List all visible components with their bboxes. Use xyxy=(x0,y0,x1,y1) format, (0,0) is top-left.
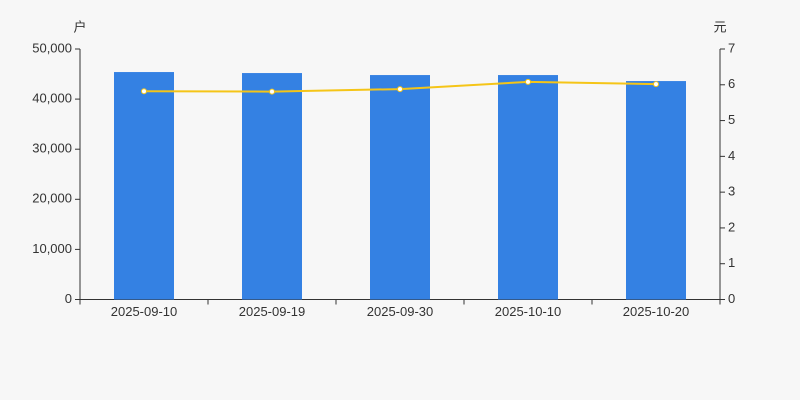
y-tick-label: 50,000 xyxy=(32,40,72,55)
bar xyxy=(370,75,430,300)
y2-tick-label: 0 xyxy=(728,291,735,306)
bar xyxy=(242,73,302,300)
y-tick-label: 20,000 xyxy=(32,191,72,206)
line-point xyxy=(269,88,275,95)
y2-tick-label: 5 xyxy=(728,112,735,127)
y2-tick-label: 7 xyxy=(728,40,735,55)
y2-tick-label: 4 xyxy=(728,148,735,163)
line-point xyxy=(141,88,147,95)
y-axis-label: 户 xyxy=(73,19,86,34)
line-point xyxy=(525,78,531,85)
y-tick-label: 30,000 xyxy=(32,141,72,156)
y2-axis-label: 元 xyxy=(713,19,726,34)
x-tick-label: 2025-09-19 xyxy=(239,304,306,319)
y-tick-label: 10,000 xyxy=(32,241,72,256)
x-tick-label: 2025-10-10 xyxy=(495,304,562,319)
x-tick-label: 2025-09-30 xyxy=(367,304,434,319)
bar xyxy=(498,75,558,300)
x-tick-label: 2025-09-10 xyxy=(111,304,178,319)
line-point xyxy=(653,81,659,88)
line-point xyxy=(397,86,403,93)
bar xyxy=(114,72,174,300)
y2-tick-label: 3 xyxy=(728,184,735,199)
x-tick-label: 2025-10-20 xyxy=(623,304,690,319)
y-tick-label: 0 xyxy=(65,291,72,306)
y2-tick-label: 2 xyxy=(728,219,735,234)
bar xyxy=(626,81,686,300)
y-tick-label: 40,000 xyxy=(32,91,72,106)
y2-tick-label: 1 xyxy=(728,255,735,270)
y2-tick-label: 6 xyxy=(728,76,735,91)
